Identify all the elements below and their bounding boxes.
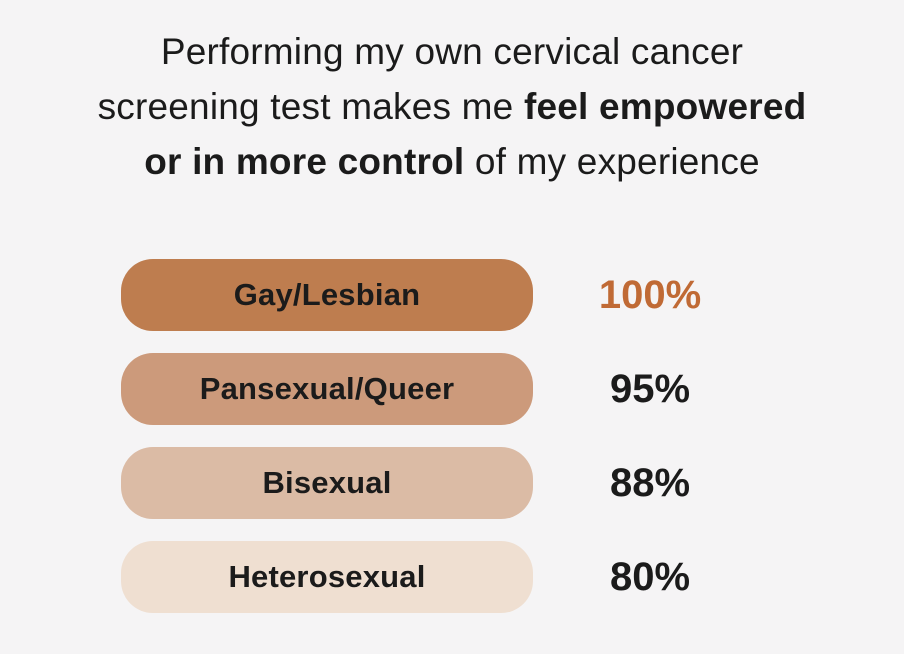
bar-gay-lesbian: Gay/Lesbian (121, 259, 533, 331)
bar-chart: Gay/Lesbian 100% Pansexual/Queer 95% Bis… (121, 259, 767, 613)
title-text-start: Performing my own cervical cancer screen… (97, 31, 744, 127)
bar-heterosexual: Heterosexual (121, 541, 533, 613)
bar-label-pansexual-queer: Pansexual/Queer (199, 371, 455, 406)
title-text-bold-emphasis: feel empowered or in more control (144, 86, 807, 182)
bar-row-heterosexual: Heterosexual 80% (121, 541, 767, 613)
value-label-heterosexual: 80% (609, 554, 691, 599)
bar-label-bisexual: Bisexual (262, 465, 392, 500)
bar-row-pansexual-queer: Pansexual/Queer 95% (121, 353, 767, 425)
bar-row-gay-lesbian: Gay/Lesbian 100% (121, 259, 767, 331)
title-text-end: of my experience (464, 141, 760, 182)
value-label-pansexual-queer: 95% (609, 366, 691, 411)
bar-label-gay-lesbian: Gay/Lesbian (233, 277, 421, 312)
bar-pansexual-queer: Pansexual/Queer (121, 353, 533, 425)
bar-row-bisexual: Bisexual 88% (121, 447, 767, 519)
bar-bisexual: Bisexual (121, 447, 533, 519)
value-label-bisexual: 88% (609, 460, 691, 505)
value-label-gay-lesbian: 100% (598, 272, 702, 317)
bar-label-heterosexual: Heterosexual (228, 559, 426, 594)
chart-title: Performing my own cervical cancer screen… (0, 24, 904, 189)
